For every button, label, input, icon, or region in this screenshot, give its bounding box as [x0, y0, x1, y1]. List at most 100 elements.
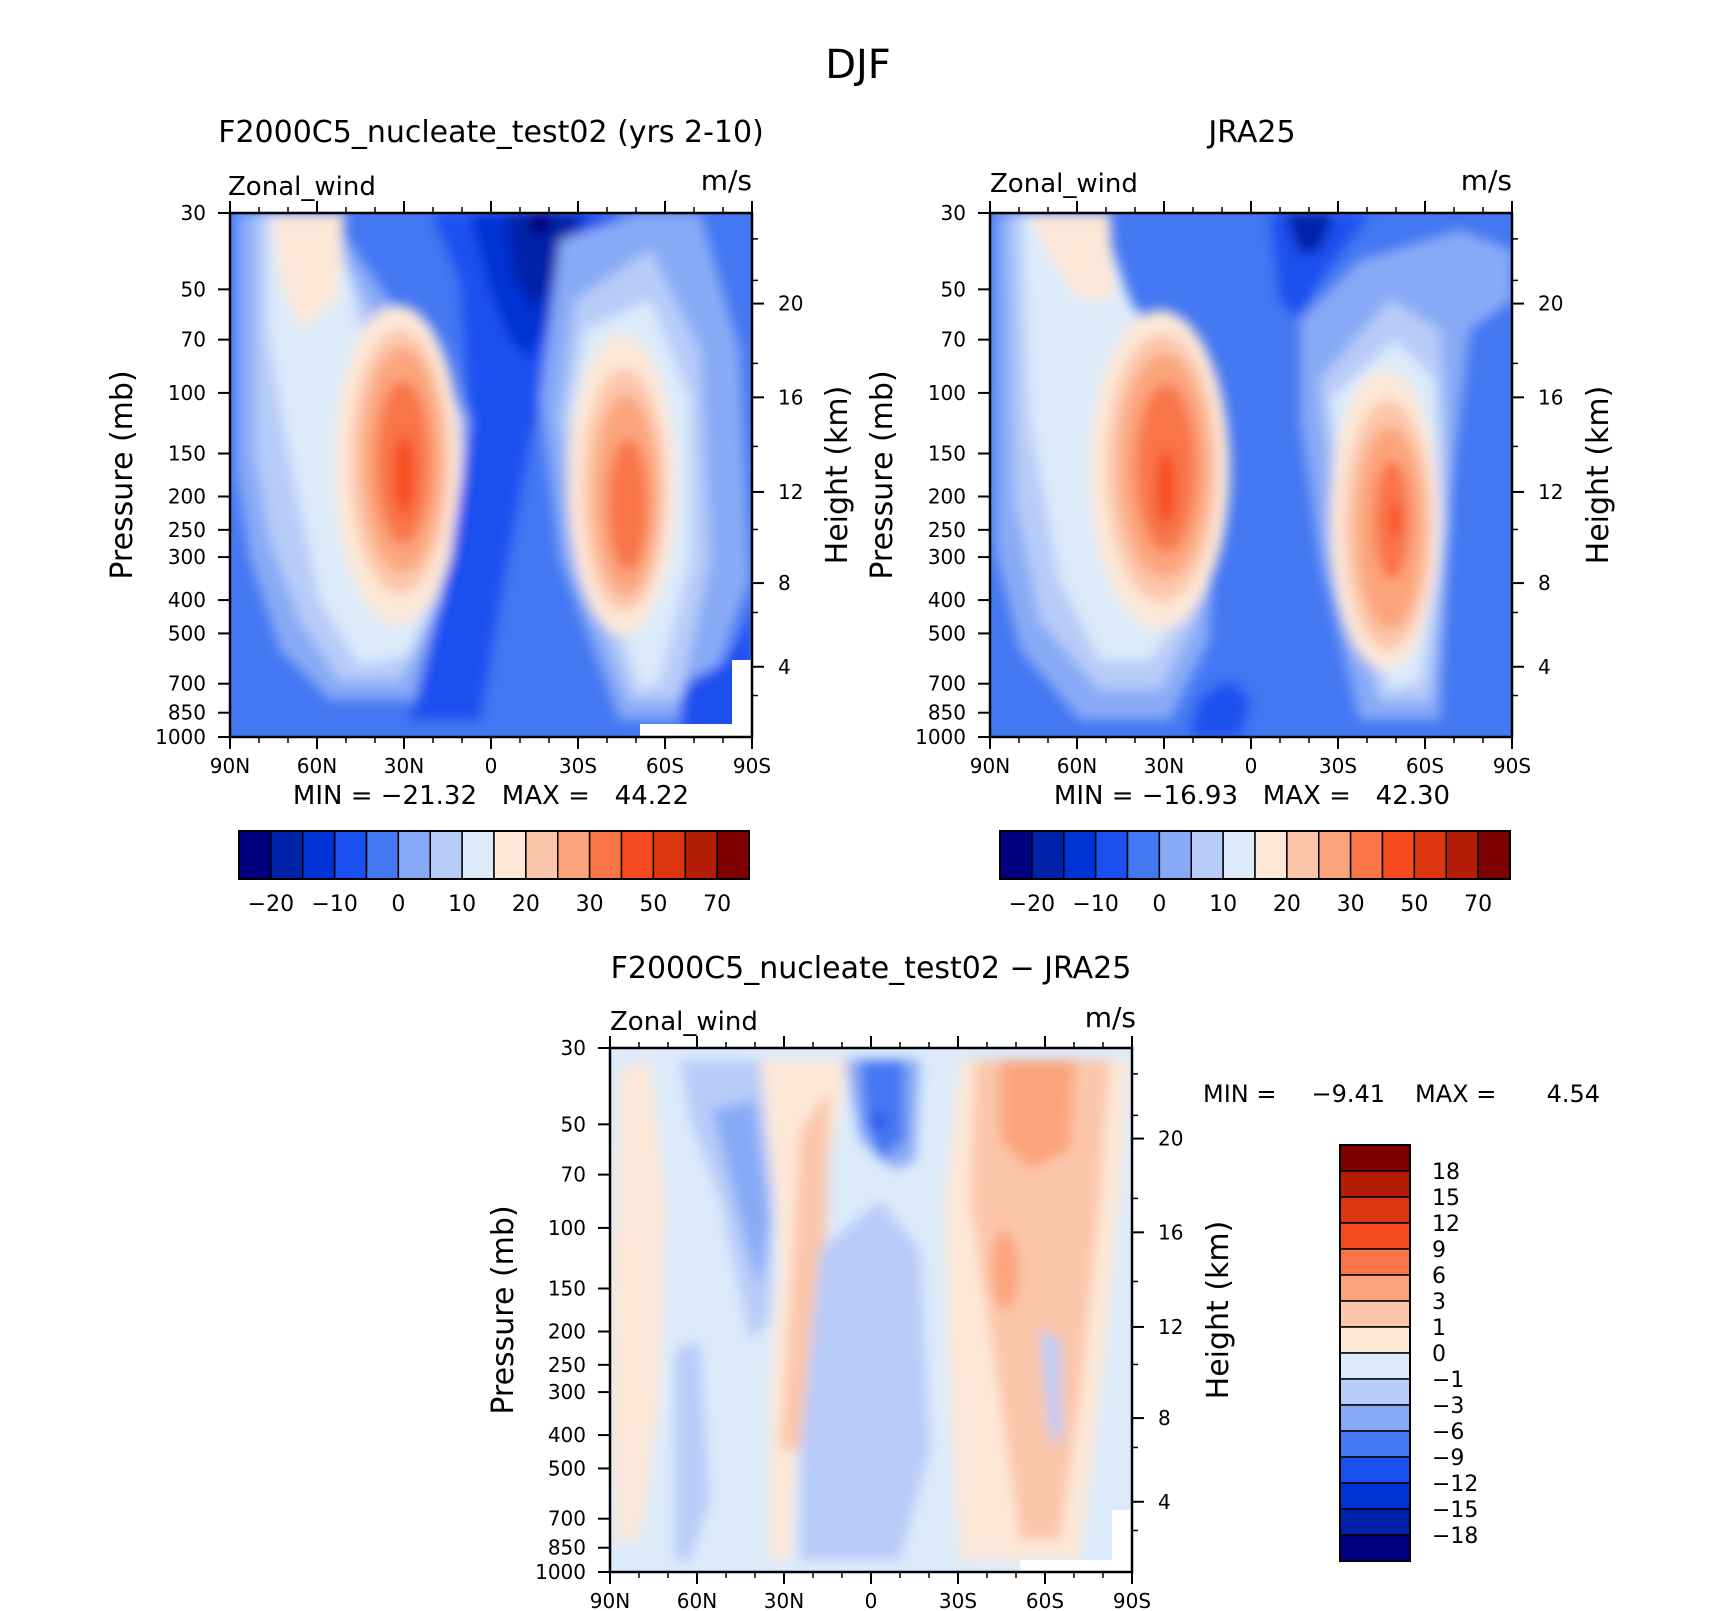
colorbar-frame — [1339, 1144, 1411, 1562]
colorbar-box — [1477, 830, 1511, 880]
colorbar-box — [1158, 830, 1192, 880]
colorbar-label: 50 — [1400, 892, 1428, 917]
y-tick-label: 850 — [168, 701, 206, 725]
y-tick-label: 700 — [928, 672, 966, 696]
colorbar-box — [557, 830, 591, 880]
colorbar-label: 10 — [448, 892, 476, 917]
colorbar-box — [1339, 1352, 1411, 1380]
colorbar-box — [429, 830, 463, 880]
colorbar-label: 1 — [1432, 1316, 1446, 1341]
x-tick-label: 30N — [1144, 754, 1184, 778]
region-blue-tropics — [410, 213, 620, 720]
colorbar-frame — [238, 830, 750, 880]
colorbar-box — [333, 830, 368, 880]
x-tick-label: 90N — [590, 1589, 630, 1611]
panel-diff-axes: 90N 60N 30N 0 30S 60S 90S 30 50 70 100 150 200 250 300… — [535, 1036, 1183, 1611]
region-peach-band — [780, 1090, 830, 1450]
colorbar-box — [1339, 1378, 1411, 1406]
colorbar-box — [1094, 830, 1129, 880]
y-tick-label: 30 — [181, 201, 206, 225]
region-central-blue — [1190, 680, 1250, 737]
panel-obs: JRA25 Zonal_wind m/s — [865, 115, 1616, 917]
colorbar-box — [1339, 1300, 1411, 1328]
panel-model-colorbar: −20 −10 0 10 20 30 50 70 — [238, 830, 750, 917]
y-tick-label: 700 — [548, 1507, 586, 1531]
region-navy-top — [505, 213, 580, 310]
jet-south-50 — [1390, 502, 1400, 538]
y-right-tick-label: 12 — [778, 480, 803, 504]
panel-obs-axes: 90N 60N 30N 0 30S 60S 90S 30 50 70 100 150 200 250 300… — [915, 201, 1563, 778]
y-right-tick-label: 8 — [778, 571, 791, 595]
x-tick-label: 0 — [485, 754, 498, 778]
y-tick-label: 500 — [168, 621, 206, 645]
x-tick-label: 90N — [210, 754, 250, 778]
panel-model-ylabel-right: Height (km) — [820, 386, 855, 565]
y-tick-label: 500 — [548, 1456, 586, 1480]
colorbar-label: 6 — [1432, 1264, 1446, 1289]
panel-diff-ylabel-right: Height (km) — [1201, 1221, 1236, 1400]
y-right-tick-label: 4 — [1158, 1490, 1171, 1514]
colorbar-box — [1349, 830, 1384, 880]
x-tick-label: 60N — [1057, 754, 1097, 778]
y-tick-label: 500 — [928, 621, 966, 645]
colorbar-box — [302, 830, 336, 880]
colorbar-label: 12 — [1432, 1212, 1460, 1237]
x-tick-label: 0 — [865, 1589, 878, 1611]
missing-data-strip — [1020, 1560, 1112, 1572]
panel-diff-stats-min-value: −9.41 — [1311, 1080, 1385, 1108]
x-tick-label: 30S — [559, 754, 597, 778]
colorbar-label: 0 — [1152, 892, 1166, 917]
panel-diff: F2000C5_nucleate_test02 − JRA25 Zonal_wi… — [486, 951, 1600, 1611]
panel-diff-ylabel: Pressure (mb) — [486, 1205, 521, 1414]
colorbar-label: −9 — [1432, 1446, 1464, 1471]
region-southern-blue-strip — [1040, 1330, 1062, 1440]
panel-diff-stats-min: MIN = — [1203, 1080, 1276, 1108]
colorbar-box — [716, 830, 750, 880]
region-southern-warm — [1000, 1060, 1075, 1170]
region-cream-top — [1030, 213, 1115, 300]
panel-obs-colorbar: −20 −10 0 10 20 30 50 70 — [999, 830, 1511, 917]
region-equator-deep — [860, 1060, 905, 1160]
x-tick-label: 60S — [1026, 1589, 1064, 1611]
colorbar-label: 30 — [576, 892, 604, 917]
y-tick-label: 700 — [168, 672, 206, 696]
colorbar-label: 10 — [1209, 892, 1237, 917]
x-tick-label: 60N — [677, 1589, 717, 1611]
colorbar-box — [620, 830, 655, 880]
colorbar-label: 70 — [1464, 892, 1492, 917]
colorbar-box — [1126, 830, 1161, 880]
missing-data-corner — [732, 660, 752, 737]
y-tick-label: 850 — [928, 701, 966, 725]
y-right-tick-label: 4 — [778, 655, 791, 679]
region-southern-peach — [970, 1060, 1110, 1540]
panel-obs-title: JRA25 — [1206, 115, 1295, 150]
panel-model-field — [230, 213, 752, 737]
y-right-tick-label: 16 — [1538, 385, 1563, 409]
x-tick-label: 90S — [1493, 754, 1531, 778]
panel-diff-stats-max-value: 4.54 — [1547, 1080, 1600, 1108]
colorbar-box — [1063, 830, 1097, 880]
colorbar-label: −12 — [1432, 1472, 1478, 1497]
panel-diff-left-label: Zonal_wind — [610, 1007, 758, 1037]
x-tick-label: 60S — [1406, 754, 1444, 778]
colorbar-box — [1339, 1248, 1411, 1276]
colorbar-label: 3 — [1432, 1290, 1446, 1315]
colorbar-box — [1339, 1274, 1411, 1302]
panel-obs-ylabel: Pressure (mb) — [865, 370, 900, 579]
colorbar-box — [1339, 1222, 1411, 1250]
colorbar-label: 9 — [1432, 1238, 1446, 1263]
y-tick-label: 150 — [928, 442, 966, 466]
jet-north-50 — [394, 435, 414, 515]
y-tick-label: 50 — [181, 277, 206, 301]
colorbar-box — [1254, 830, 1288, 880]
y-tick-label: 300 — [548, 1380, 586, 1404]
colorbar-box — [397, 830, 431, 880]
colorbar-label: −10 — [311, 892, 357, 917]
x-tick-label: 90S — [1113, 1589, 1151, 1611]
y-tick-label: 70 — [561, 1163, 586, 1187]
panel-model-axes: 90N 60N 30N 0 30S 60S 90S 30 50 70 100 150 200 250 300… — [155, 201, 803, 778]
figure-title: DJF — [825, 42, 891, 88]
y-right-tick-label: 20 — [778, 292, 803, 316]
